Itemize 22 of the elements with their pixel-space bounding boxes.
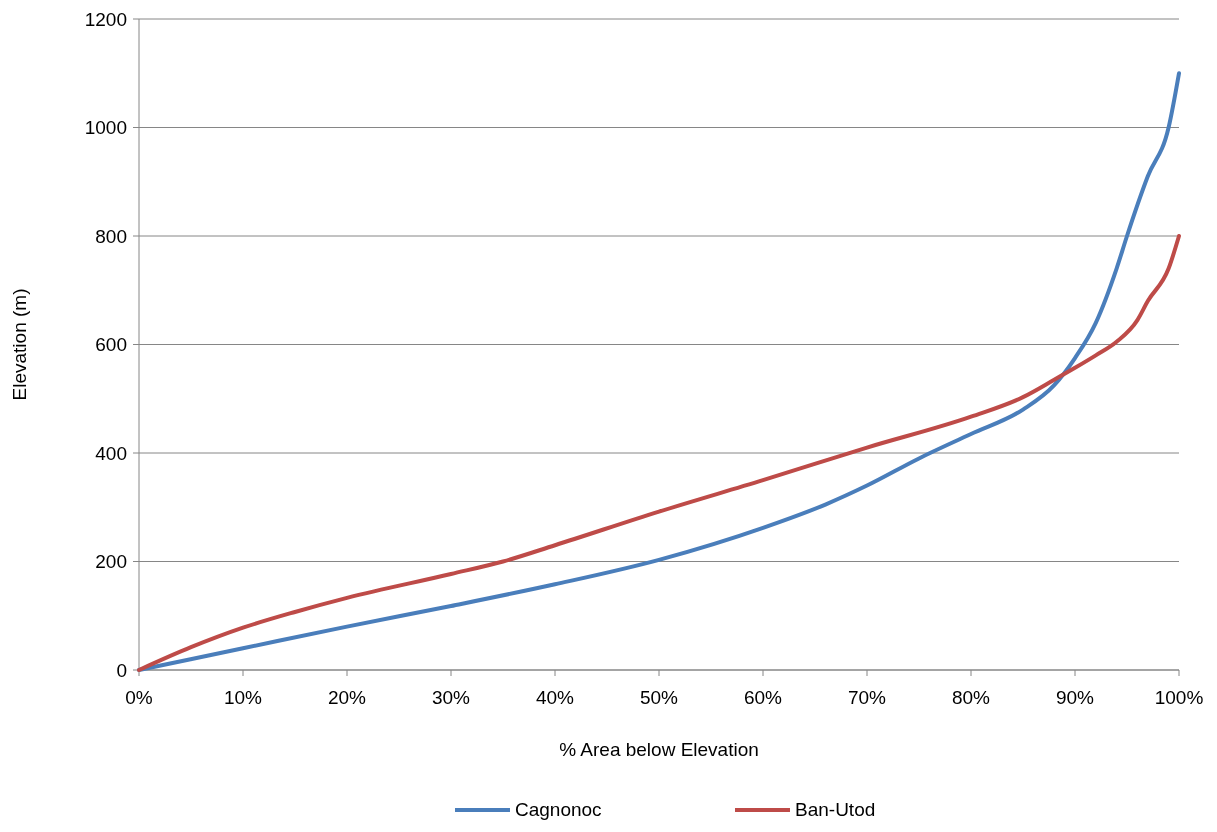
legend-label: Ban-Utod [795,799,876,820]
x-tick-label: 80% [951,687,991,708]
y-tick-label: 800 [95,225,127,247]
x-tick-label: 50% [639,687,679,708]
x-tick-label: 90% [1055,687,1095,708]
x-tick-label: 20% [327,687,367,708]
x-axis-title: % Area below Elevation [559,739,759,760]
y-axis-title: Elevation (m) [9,288,30,401]
y-tick-label: 1200 [84,8,127,30]
y-tick-label: 0 [116,659,127,681]
y-tick-label: 600 [95,334,127,356]
y-tick-label: 200 [95,551,127,573]
x-tick-label: 30% [431,687,471,708]
x-tick-label: 40% [535,687,575,708]
x-tick-label: 0% [125,687,153,708]
x-tick-label: 60% [743,687,783,708]
legend-label: Cagnonoc [515,799,602,820]
x-tick-label: 70% [847,687,887,708]
x-tick-label: 10% [223,687,263,708]
y-tick-label: 1000 [84,117,127,139]
y-tick-label: 400 [95,442,127,464]
x-tick-label: 100% [1154,687,1204,708]
